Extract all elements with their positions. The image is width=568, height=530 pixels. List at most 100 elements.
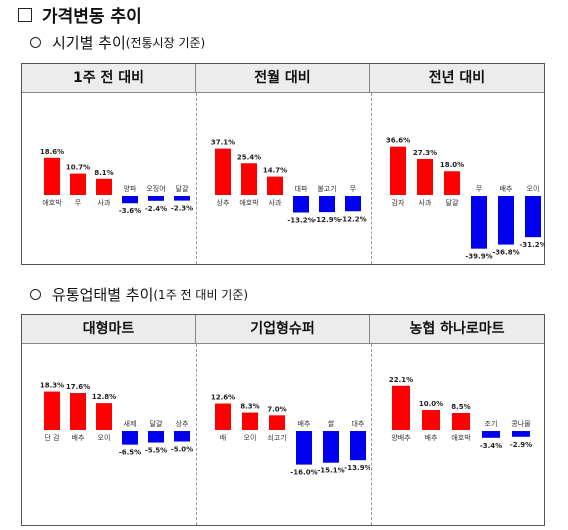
panel-period-trend: 1주 전 대비 전월 대비 전년 대비 18.6% 애호박 10.7% 무 8.1% 사과… — [21, 63, 545, 265]
section-1-note: (전통시장 기준) — [125, 36, 206, 50]
panel-1-header-year: 전년 대비 — [428, 70, 486, 86]
chart-svg: 22.1% 양배추 10.0% 배추 8.5% 애호박 -3.4% 조기 -2.9% 콩나물 — [389, 376, 532, 450]
category-label: 배추 — [500, 184, 513, 193]
category-label: 상추 — [176, 419, 189, 428]
panel-2-header-ssm: 기업형슈퍼 — [196, 315, 370, 343]
bar-무 — [70, 173, 86, 195]
value-label: -2.9% — [510, 441, 532, 449]
page-title-text: 가격변동 추이 — [42, 7, 142, 27]
value-label: -31.2% — [519, 241, 545, 249]
value-label: 36.6% — [386, 137, 410, 145]
value-label: -36.8% — [492, 249, 519, 257]
bar-조기 — [482, 431, 500, 438]
category-label: 새제 — [124, 419, 137, 428]
page-title: 가격변동 추이 — [18, 2, 142, 27]
value-label: -13.2% — [287, 217, 314, 225]
chart-year-change: 36.6% 감자 27.3% 사과 18.0% 달걀 -39.9% 무 -36.8% 배추 -31.… — [372, 93, 545, 264]
category-label: 애호박 — [239, 198, 259, 207]
category-label: 양배추 — [391, 433, 411, 442]
bar-콩나물 — [512, 431, 530, 437]
bar-대파 — [293, 196, 309, 213]
value-label: -6.5% — [119, 449, 141, 457]
bar-쇠고기 — [269, 415, 285, 430]
bar-애호박 — [241, 163, 257, 195]
bar-오징어 — [148, 196, 164, 201]
chart-svg: 36.6% 감자 27.3% 사과 18.0% 달걀 -39.9% 무 -36.8% 배추 -31.… — [386, 137, 545, 261]
value-label: -12.9% — [313, 216, 340, 224]
panel-1-header-month: 전월 대비 — [196, 64, 370, 92]
category-label: 대파 — [295, 184, 308, 193]
value-label: -3.6% — [119, 207, 141, 215]
category-label: 쌀 — [328, 419, 335, 428]
category-label: 사과 — [269, 198, 282, 207]
category-label: 오이 — [527, 184, 540, 193]
value-label: 37.1% — [211, 139, 235, 147]
bar-상추 — [174, 431, 190, 442]
panel-2-charts: 18.3% 단 감 17.6% 배추 12.8% 오이 -6.5% 새제 -5.5% 달걀 -5.0… — [22, 344, 544, 525]
category-label: 양파 — [124, 184, 137, 193]
bar-양파 — [122, 196, 138, 204]
bar-사과 — [96, 178, 112, 195]
category-label: 대추 — [352, 420, 365, 428]
chart-hypermarket: 18.3% 단 감 17.6% 배추 12.8% 오이 -6.5% 새제 -5.5% 달걀 -5.0… — [22, 344, 195, 525]
bar-쌀 — [323, 431, 339, 463]
value-label: 14.7% — [263, 167, 287, 175]
value-label: 8.5% — [451, 403, 470, 411]
bar-사과 — [267, 176, 283, 195]
chart-nh-hanaro: 22.1% 양배추 10.0% 배추 8.5% 애호박 -3.4% 조기 -2.9% 콩나물 — [372, 344, 545, 525]
value-label: 27.3% — [413, 149, 437, 157]
category-label: 배추 — [72, 433, 85, 442]
value-label: 12.6% — [211, 394, 235, 402]
value-label: 10.0% — [419, 400, 443, 408]
value-label: 22.1% — [389, 376, 413, 384]
chart-ssm: 12.6% 배 8.3% 오이 7.0% 쇠고기 -16.0% 배추 -15.1% 쌀 -13.9%… — [197, 344, 370, 525]
category-label: 사과 — [419, 198, 432, 207]
bar-배 — [215, 403, 231, 430]
bar-애호박 — [44, 157, 60, 195]
category-label: 조기 — [485, 419, 498, 428]
category-label: 불고기 — [317, 184, 336, 193]
category-label: 쇠고기 — [267, 433, 286, 442]
bar-양배추 — [392, 385, 410, 430]
category-label: 사과 — [98, 198, 111, 207]
category-label: 단 감 — [44, 433, 60, 442]
category-label: 무 — [476, 185, 483, 193]
category-label: 무 — [350, 185, 357, 193]
chart-svg: 12.6% 배 8.3% 오이 7.0% 쇠고기 -16.0% 배추 -15.1% 쌀 -13.9%… — [211, 394, 370, 477]
chart-svg: 18.6% 애호박 10.7% 무 8.1% 사과 -3.6% 양파 -2.4% 오징어 -2.3%… — [40, 148, 193, 215]
circle-bullet-icon — [30, 289, 41, 300]
chart-svg: 18.3% 단 감 17.6% 배추 12.8% 오이 -6.5% 새제 -5.5% 달걀 -5.0… — [40, 382, 193, 457]
panel-2-header-row: 대형마트 기업형슈퍼 농협 하나로마트 — [22, 315, 544, 344]
value-label: -5.0% — [171, 446, 193, 454]
bar-달걀 — [444, 171, 460, 195]
value-label: 18.6% — [40, 148, 64, 156]
category-label: 오이 — [244, 433, 257, 442]
bar-오이 — [242, 412, 258, 430]
panel-retail-trend: 대형마트 기업형슈퍼 농협 하나로마트 18.3% 단 감 17.6% 배추 12.8%… — [21, 314, 545, 526]
value-label: -15.1% — [317, 467, 344, 475]
category-label: 달걀 — [446, 198, 459, 207]
checkbox-square-icon — [18, 7, 32, 22]
bar-사과 — [417, 158, 433, 195]
chart-svg: 37.1% 상추 25.4% 애호박 14.7% 사과 -13.2% 대파 -12.9% 불고기 -… — [211, 139, 367, 225]
chart-week-change: 18.6% 애호박 10.7% 무 8.1% 사과 -3.6% 양파 -2.4% 오징어 -2.3%… — [22, 93, 195, 264]
chart-month-change: 37.1% 상추 25.4% 애호박 14.7% 사과 -13.2% 대파 -12.9% 불고기 -… — [197, 93, 370, 264]
value-label: 10.7% — [66, 164, 90, 172]
section-1-label: 시기별 추이 — [52, 34, 126, 52]
value-label: -2.3% — [171, 205, 193, 213]
section-2-heading: 유통업태별 추이 (1주 전 대비 기준) — [30, 284, 248, 305]
value-label: -39.9% — [465, 253, 492, 261]
bar-새제 — [122, 431, 138, 445]
category-label: 애호박 — [42, 198, 62, 207]
bar-배추 — [296, 431, 312, 465]
category-label: 배추 — [298, 419, 311, 428]
bar-달걀 — [148, 431, 164, 443]
bar-무 — [471, 196, 487, 249]
bar-상추 — [215, 148, 231, 195]
category-label: 달걀 — [150, 419, 163, 428]
panel-1-charts: 18.6% 애호박 10.7% 무 8.1% 사과 -3.6% 양파 -2.4% 오징어 -2.3%… — [22, 93, 545, 264]
bar-달걀 — [174, 196, 190, 201]
category-label: 오징어 — [146, 184, 165, 193]
section-1-heading: 시기별 추이 (전통시장 기준) — [30, 32, 205, 53]
value-label: 18.3% — [40, 382, 64, 390]
